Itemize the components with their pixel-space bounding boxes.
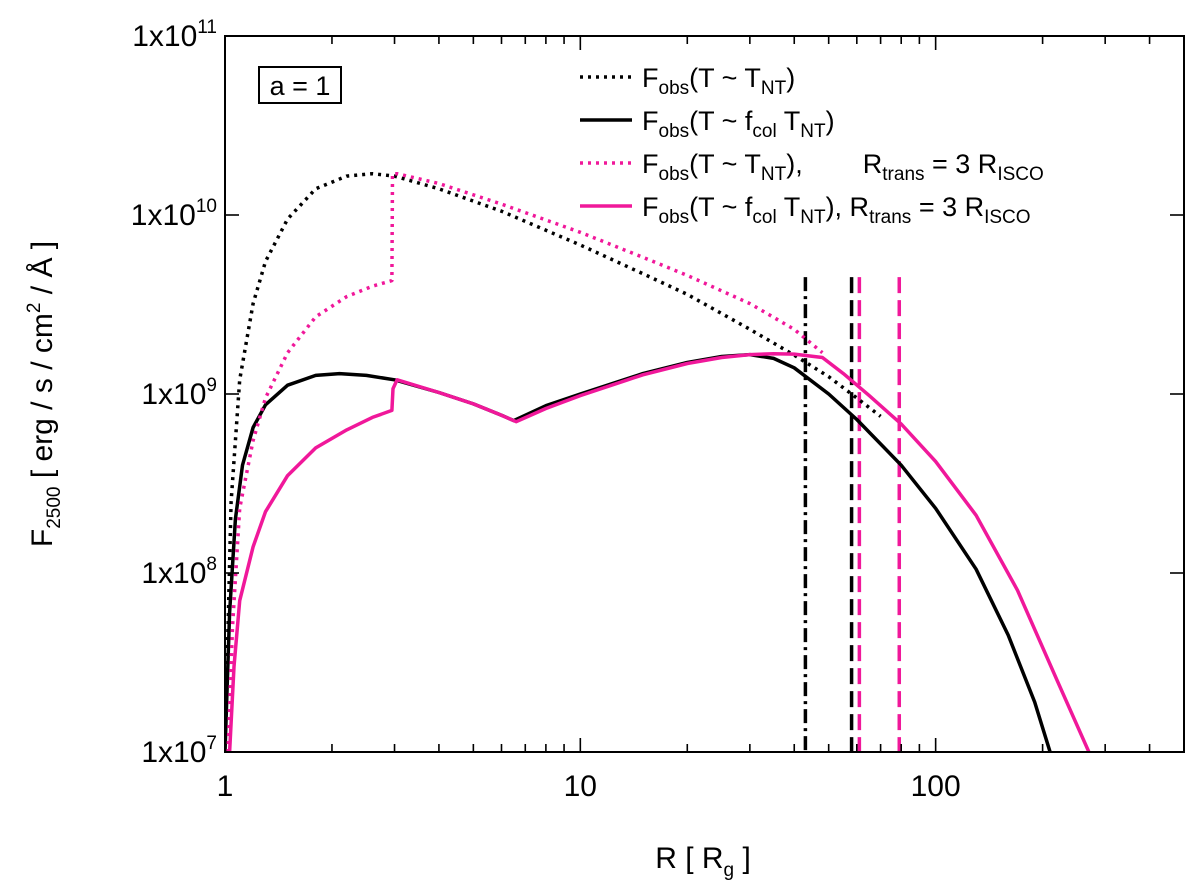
y-axis-title-tail: [ erg / s / cm [26, 313, 59, 486]
y-tick-label-5: 1x1011 [132, 17, 217, 53]
x-axis-title-main: R [ R [655, 842, 723, 875]
y-axis-title-sub: 2500 [44, 487, 65, 529]
x-tick-label-2: 10 [564, 770, 597, 803]
y-tick-label-2: 1x108 [141, 554, 217, 590]
y-axis-title: F2500 [ erg / s / cm2 / Å ] [24, 241, 65, 547]
x-axis-title: R [ Rg ] [655, 842, 751, 881]
annotation-text: a = 1 [270, 71, 331, 101]
y-tick-label-4: 1x1010 [131, 196, 217, 232]
y-tick-label-1: 1x107 [141, 733, 217, 769]
legend-label-4: Fobs(T ~ fcol TNT), Rtrans = 3 RISCO [642, 192, 1031, 228]
x-axis-title-sub: g [724, 860, 735, 881]
tick-labels: 1 10 100 1x107 1x108 1x109 1x1010 1x1011 [131, 17, 961, 803]
x-tick-label-1: 1 [217, 770, 234, 803]
legend: Fobs(T ~ TNT) Fobs(T ~ fcol TNT) Fobs(T ~ … [580, 63, 1044, 228]
series-line-3 [226, 171, 824, 751]
y-tick-label-3: 1x109 [141, 375, 217, 411]
axis-ticks [224, 35, 1185, 753]
y-axis-title-sup: 2 [24, 303, 45, 314]
legend-label-3: Fobs(T ~ TNT), Rtrans = 3 RISCO [642, 149, 1044, 185]
legend-label-1: Fobs(T ~ TNT) [642, 63, 795, 99]
series-line-2 [226, 352, 1052, 751]
plot-content [226, 171, 1091, 751]
annotation-box-frame [258, 66, 342, 104]
series-line-1 [226, 171, 882, 751]
legend-label-2: Fobs(T ~ fcol TNT) [642, 106, 835, 142]
series-line-4 [227, 351, 1091, 751]
y-axis-title-main: F [26, 529, 59, 547]
x-tick-label-3: 100 [911, 770, 961, 803]
y-axis-title-end: / Å ] [26, 241, 59, 303]
x-axis-title-tail: ] [734, 842, 751, 875]
annotation-box: a = 1 [258, 66, 342, 104]
